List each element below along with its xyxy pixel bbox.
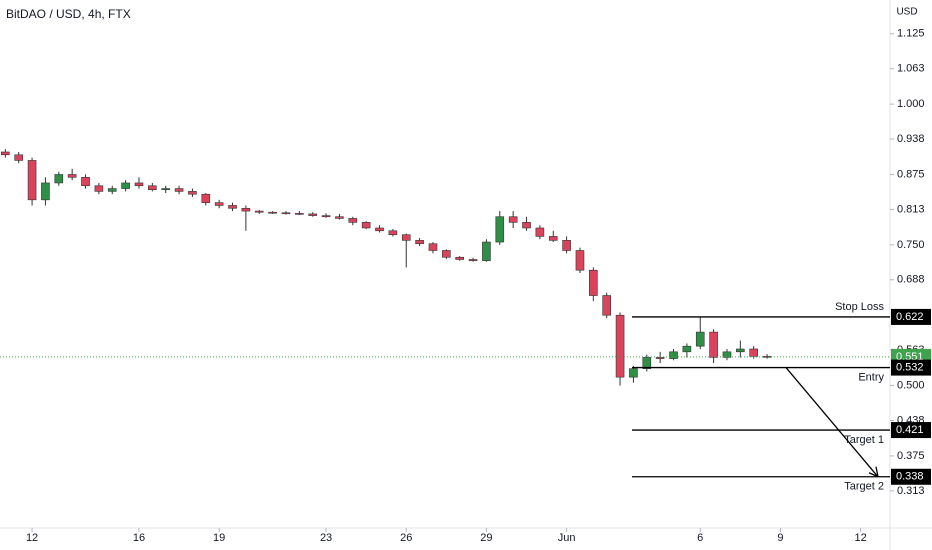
candle-body: [228, 205, 237, 209]
candle-body: [642, 357, 652, 369]
candle-body: [161, 188, 171, 190]
candle-body: [562, 240, 571, 251]
candle-body: [174, 188, 184, 192]
y-tick-label: 1.125: [897, 28, 925, 40]
candle-body: [295, 213, 304, 215]
x-tick-label: Jun: [558, 532, 576, 544]
y-tick-label: 0.688: [897, 274, 925, 286]
candle-body: [415, 240, 424, 245]
candle-body: [522, 222, 531, 229]
candle-body: [281, 212, 291, 215]
chart-title: BitDAO / USD, 4h, FTX: [6, 7, 131, 21]
level-name: Target 1: [844, 434, 884, 446]
candle-body: [629, 368, 638, 378]
y-tick-label: 0.313: [897, 485, 925, 497]
candle-body: [401, 234, 411, 241]
level-price-box: [891, 468, 931, 485]
x-tick-label: 29: [480, 532, 492, 544]
y-tick-label: 0.938: [897, 133, 925, 145]
level-name: Stop Loss: [835, 301, 884, 313]
candle-body: [134, 182, 144, 187]
candle-body: [388, 230, 398, 236]
candle-body: [669, 351, 678, 359]
candle-body: [442, 250, 451, 258]
candle-body: [308, 213, 318, 216]
level-price-box: [891, 308, 931, 325]
candle-body: [722, 351, 732, 358]
arrow-head: [868, 466, 879, 478]
candle-body: [508, 216, 518, 223]
y-tick-label: 1.000: [897, 98, 925, 110]
candle-body: [709, 331, 718, 358]
candle-body: [762, 356, 772, 358]
x-tick-label: 12: [854, 532, 866, 544]
level-name: Target 2: [844, 481, 884, 493]
candle-body: [575, 250, 585, 271]
candle-body: [81, 177, 90, 187]
x-tick-label: 23: [320, 532, 332, 544]
candle-body: [94, 185, 104, 192]
x-tick-label: 9: [777, 532, 783, 544]
candle-body: [107, 188, 117, 192]
candle-body: [214, 202, 224, 206]
candle-body: [589, 269, 598, 296]
candle-body: [655, 357, 665, 359]
y-tick-label: 0.375: [897, 450, 925, 462]
level-price-box: [891, 359, 931, 376]
candle-body: [375, 227, 384, 232]
arrow: [785, 367, 879, 478]
candle-body: [615, 314, 625, 378]
candle-body: [1, 151, 10, 156]
candle-body: [148, 185, 157, 190]
candle-body: [54, 174, 64, 184]
y-tick-label: 0.750: [897, 239, 925, 251]
y-tick-label: 0.875: [897, 168, 925, 180]
level-price-box: [891, 422, 931, 439]
candle-body: [335, 216, 344, 219]
candle-body: [736, 348, 745, 353]
level-price-label: 0.532: [896, 361, 924, 373]
candle-body: [41, 182, 50, 201]
candle-body: [682, 345, 692, 353]
y-tick-label: 1.063: [897, 63, 925, 75]
candle-body: [495, 216, 505, 243]
x-tick-label: 19: [213, 532, 225, 544]
x-tick-label: 16: [133, 532, 145, 544]
candle-body: [121, 182, 130, 189]
candle-body: [482, 241, 491, 261]
candle-body: [348, 218, 358, 223]
candle-body: [67, 174, 77, 178]
candle-body: [27, 160, 37, 201]
candle-body: [14, 154, 24, 161]
y-tick-label: 0.500: [897, 379, 925, 391]
y-tick-label: 0.813: [897, 203, 925, 215]
candle-body: [749, 348, 758, 357]
candle-body: [535, 227, 545, 237]
level-price-label: 0.421: [896, 424, 924, 436]
x-tick-label: 26: [400, 532, 412, 544]
candle-body: [428, 243, 438, 251]
x-tick-label: 12: [26, 532, 38, 544]
x-tick-label: 6: [697, 532, 703, 544]
candle-body: [695, 331, 705, 347]
candle-body: [321, 215, 331, 218]
candle-body: [241, 207, 251, 212]
candle-body: [254, 210, 264, 213]
candle-body: [268, 211, 277, 214]
candle-body: [468, 259, 478, 261]
candle-body: [548, 236, 558, 241]
y-axis-label: USD: [896, 7, 917, 18]
candle-body: [201, 193, 211, 203]
candle-body: [188, 191, 197, 195]
candle-body: [455, 256, 464, 260]
level-price-label: 0.622: [896, 311, 924, 323]
level-price-label: 0.338: [896, 471, 924, 483]
candle-body: [361, 222, 371, 229]
candle-body: [602, 295, 611, 316]
level-name: Entry: [858, 371, 884, 383]
